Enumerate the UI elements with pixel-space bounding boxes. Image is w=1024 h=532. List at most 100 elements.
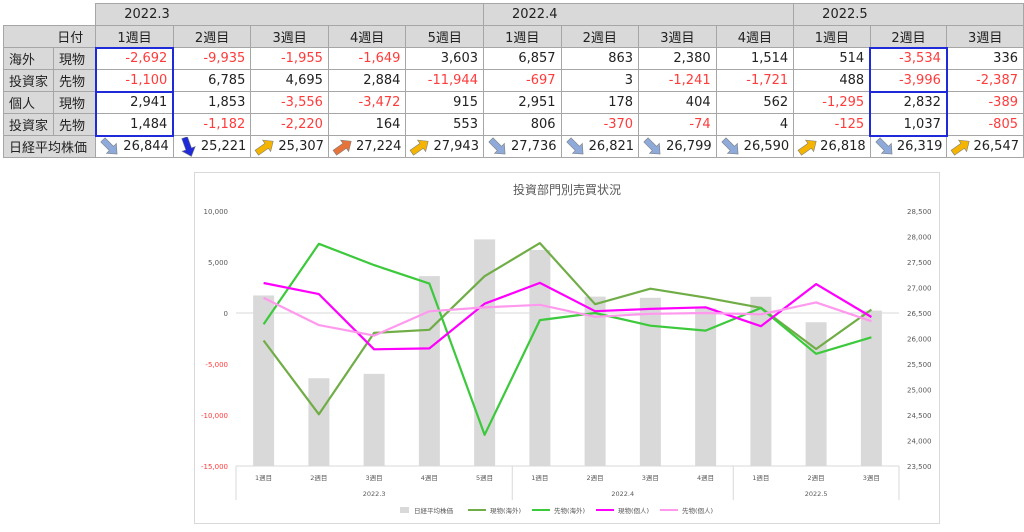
value-cell: -1,100 — [94, 69, 175, 93]
value-cell: 336 — [946, 47, 1024, 70]
arrow-down-right-icon — [100, 137, 118, 155]
nikkei-cell: 25,221 — [172, 135, 252, 158]
value-cell: -3,472 — [327, 91, 407, 114]
trade-type: 現物 — [53, 47, 97, 70]
series-line — [263, 281, 872, 351]
nikkei-cell: 26,821 — [560, 135, 640, 158]
nikkei-value: 25,221 — [200, 139, 247, 154]
month-header: 2022.5 — [793, 3, 1024, 26]
nikkei-bar — [805, 322, 827, 466]
value-cell: 863 — [560, 47, 640, 70]
investor-group: 個人 — [2, 91, 55, 114]
week-header: 2週目 — [172, 25, 252, 48]
nikkei-value: 26,821 — [588, 139, 635, 154]
y-left-tick-label: 0 — [224, 310, 228, 318]
legend-label: 先物(個人) — [682, 506, 713, 515]
table-corner — [3, 3, 97, 26]
week-header: 3週目 — [946, 25, 1024, 48]
nikkei-cell: 26,844 — [95, 135, 174, 158]
value-cell: 6,857 — [482, 47, 562, 70]
arrow-down-right-icon — [875, 137, 893, 155]
trade-type: 先物 — [53, 69, 97, 92]
nikkei-value: 26,799 — [666, 139, 712, 154]
value-cell: 1,484 — [94, 113, 175, 137]
table-row: 海外 現物 -2,692 -9,935 -1,955 -1,649 3,603 6,857 86… — [2, 46, 1024, 70]
value-cell: -697 — [482, 69, 562, 92]
x-tick-label: 1週目 — [531, 473, 548, 482]
y-right-tick-label: 25,500 — [907, 361, 932, 369]
legend-swatch — [400, 507, 409, 513]
nikkei-value: 26,844 — [123, 139, 169, 155]
nikkei-value: 27,943 — [433, 139, 479, 154]
y-left-tick-label: 10,000 — [204, 208, 229, 216]
series-line — [263, 296, 872, 337]
x-tick-label: 3週目 — [642, 473, 659, 482]
nikkei-value: 27,224 — [355, 139, 402, 154]
y-left-tick-label: -5,000 — [205, 361, 228, 369]
value-cell: 2,941 — [94, 90, 175, 114]
value-cell: -1,241 — [638, 69, 717, 92]
value-cell: -2,387 — [946, 69, 1024, 92]
investor-group: 海外 — [2, 47, 55, 70]
x-tick-label: 4週目 — [421, 473, 438, 482]
value-cell: 178 — [560, 91, 640, 114]
nikkei-value: 26,547 — [973, 139, 1020, 154]
value-cell: 6,785 — [172, 69, 252, 92]
arrow-up-right-icon — [255, 139, 274, 156]
value-cell: 488 — [793, 69, 871, 92]
week-header: 1週目 — [95, 25, 174, 48]
arrow-up-right-icon — [410, 139, 430, 156]
value-cell: -805 — [946, 113, 1024, 136]
week-header: 2週目 — [869, 25, 948, 48]
arrow-down-right-icon — [643, 136, 661, 154]
y-right-tick-label: 28,000 — [907, 234, 932, 242]
nikkei-cell: 26,547 — [946, 135, 1024, 158]
week-header: 5週目 — [405, 25, 484, 48]
y-right-tick-label: 25,000 — [907, 387, 932, 395]
arrow-down-icon — [181, 136, 196, 157]
investor-group: 投資家 — [2, 113, 55, 136]
y-right-tick-label: 27,500 — [907, 259, 932, 267]
nikkei-bar — [474, 239, 496, 466]
x-tick-label: 2週目 — [587, 473, 604, 482]
nikkei-value: 25,307 — [278, 139, 324, 154]
value-cell: 514 — [793, 47, 871, 70]
x-tick-label: 5週目 — [476, 473, 493, 482]
trade-type: 現物 — [53, 91, 97, 114]
value-cell: -74 — [638, 113, 717, 136]
month-header-row: 2022.3 2022.4 2022.5 — [3, 3, 1024, 26]
nikkei-cell: 26,319 — [869, 135, 948, 158]
x-tick-label: 2週目 — [808, 473, 825, 482]
x-tick-label: 3週目 — [863, 473, 880, 482]
y-right-tick-label: 26,500 — [907, 310, 932, 318]
y-left-tick-label: 5,000 — [208, 259, 228, 267]
legend-label: 日経平均株価 — [414, 506, 454, 515]
arrow-up-right-icon — [332, 139, 352, 156]
investor-trading-chart: 投資部門別売買状況 -15,000 -10,000 -5,000 0 5,000 10,0… — [194, 172, 940, 524]
value-cell: 915 — [405, 91, 484, 114]
y-right-tick-label: 23,500 — [907, 463, 932, 471]
arrow-up-right-icon — [797, 139, 817, 156]
nikkei-value: 26,818 — [820, 139, 866, 154]
legend-label: 現物(海外) — [490, 506, 521, 515]
value-cell: -1,182 — [172, 113, 252, 136]
week-header: 1週目 — [482, 25, 562, 48]
nikkei-bar — [750, 296, 772, 466]
value-cell: -11,944 — [405, 69, 484, 92]
value-cell: 404 — [638, 91, 717, 114]
nikkei-cell: 26,799 — [638, 135, 717, 158]
nikkei-bar — [253, 295, 275, 466]
x-group-label: 2022.5 — [805, 490, 828, 498]
value-cell: 4 — [715, 113, 795, 136]
x-tick-label: 4週目 — [697, 473, 714, 482]
value-cell: 2,380 — [638, 47, 717, 70]
sales-data-table: 2022.3 2022.4 2022.5 日付 1週目 2週目 3週目 4週目 5週目 1週目 2週… — [2, 3, 1024, 158]
value-cell: 806 — [482, 113, 562, 136]
nikkei-cell: 27,943 — [405, 135, 484, 158]
value-cell: -1,649 — [327, 47, 407, 70]
nikkei-bar — [308, 378, 330, 466]
value-cell: -3,556 — [250, 91, 329, 114]
month-header: 2022.4 — [482, 3, 795, 26]
y-right-tick-label: 27,000 — [907, 285, 932, 293]
nikkei-cell: 27,224 — [327, 135, 407, 158]
